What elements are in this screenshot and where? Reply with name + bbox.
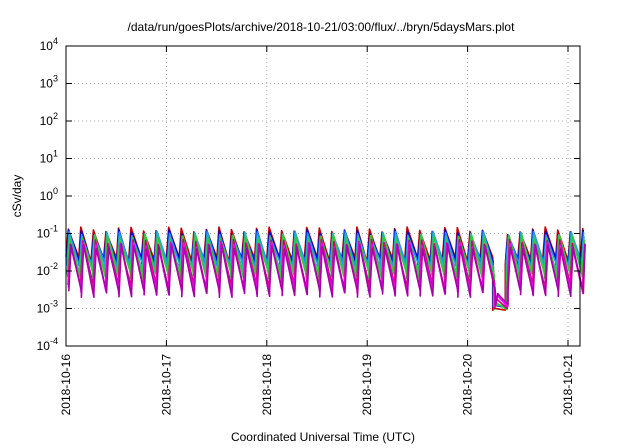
y-axis-label: cSv/day [10, 175, 24, 218]
series-lines [65, 226, 586, 311]
y-tick-label: 104 [40, 36, 58, 53]
x-tick-label: 2018-10-18 [260, 354, 274, 416]
x-tick-labels: 2018-10-16 2018-10-17 2018-10-18 2018-10-19… [59, 354, 575, 416]
x-tick-label: 2018-10-16 [59, 354, 73, 416]
y-tick-label: 10-4 [37, 336, 58, 353]
y-tick-label: 10-1 [37, 224, 58, 241]
y-tick-labels: 104 103 102 101 100 10-1 10-2 10-3 10-4 [37, 36, 58, 353]
axis-ticks [65, 45, 580, 347]
series-line [68, 243, 586, 306]
y-tick-label: 10-2 [37, 261, 58, 278]
x-tick-label: 2018-10-19 [360, 354, 374, 416]
x-tick-label: 2018-10-17 [159, 354, 173, 416]
x-tick-label: 2018-10-21 [561, 354, 575, 416]
chart-title: /data/run/goesPlots/archive/2018-10-21/0… [128, 20, 516, 34]
y-tick-label: 102 [40, 111, 58, 128]
x-axis-label: Coordinated Universal Time (UTC) [231, 430, 415, 444]
x-tick-label: 2018-10-20 [461, 354, 475, 416]
y-tick-label: 101 [40, 149, 58, 166]
y-tick-label: 10-3 [37, 299, 58, 316]
y-tick-label: 103 [40, 74, 58, 91]
y-tick-label: 100 [40, 186, 58, 203]
series-line [66, 234, 586, 311]
